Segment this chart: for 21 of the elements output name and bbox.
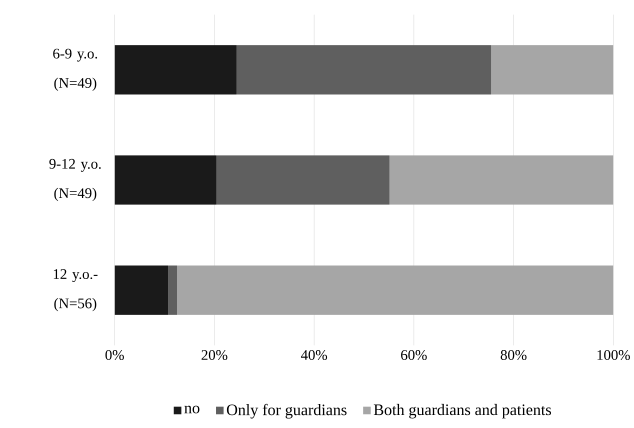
legend-label: Both guardians and patients: [374, 404, 552, 418]
bar: [236, 45, 492, 94]
x-tick-label: 40%: [300, 350, 328, 360]
bar: [168, 266, 177, 315]
bar: [389, 155, 614, 205]
bar: [114, 155, 216, 205]
x-tick-label: 60%: [401, 350, 427, 360]
y-tick-label: 12 y.o.- (N=56): [54, 269, 98, 312]
y-tick-label: 9-12 y.o. (N=49): [49, 158, 101, 202]
y-tick-label: 6-9 y.o. (N=49): [53, 48, 98, 91]
legend-label: Only for guardians: [226, 404, 347, 419]
bar: [114, 45, 237, 94]
x-tick-label: 0%: [105, 350, 124, 360]
legend-label: no: [184, 406, 200, 414]
bar: [491, 45, 614, 94]
x-tick-label: 100%: [598, 350, 630, 360]
bar: [216, 155, 390, 205]
x-tick-label: 20%: [202, 350, 228, 360]
bar: [114, 266, 168, 315]
bar: [177, 266, 614, 315]
x-tick-label: 80%: [500, 350, 527, 360]
